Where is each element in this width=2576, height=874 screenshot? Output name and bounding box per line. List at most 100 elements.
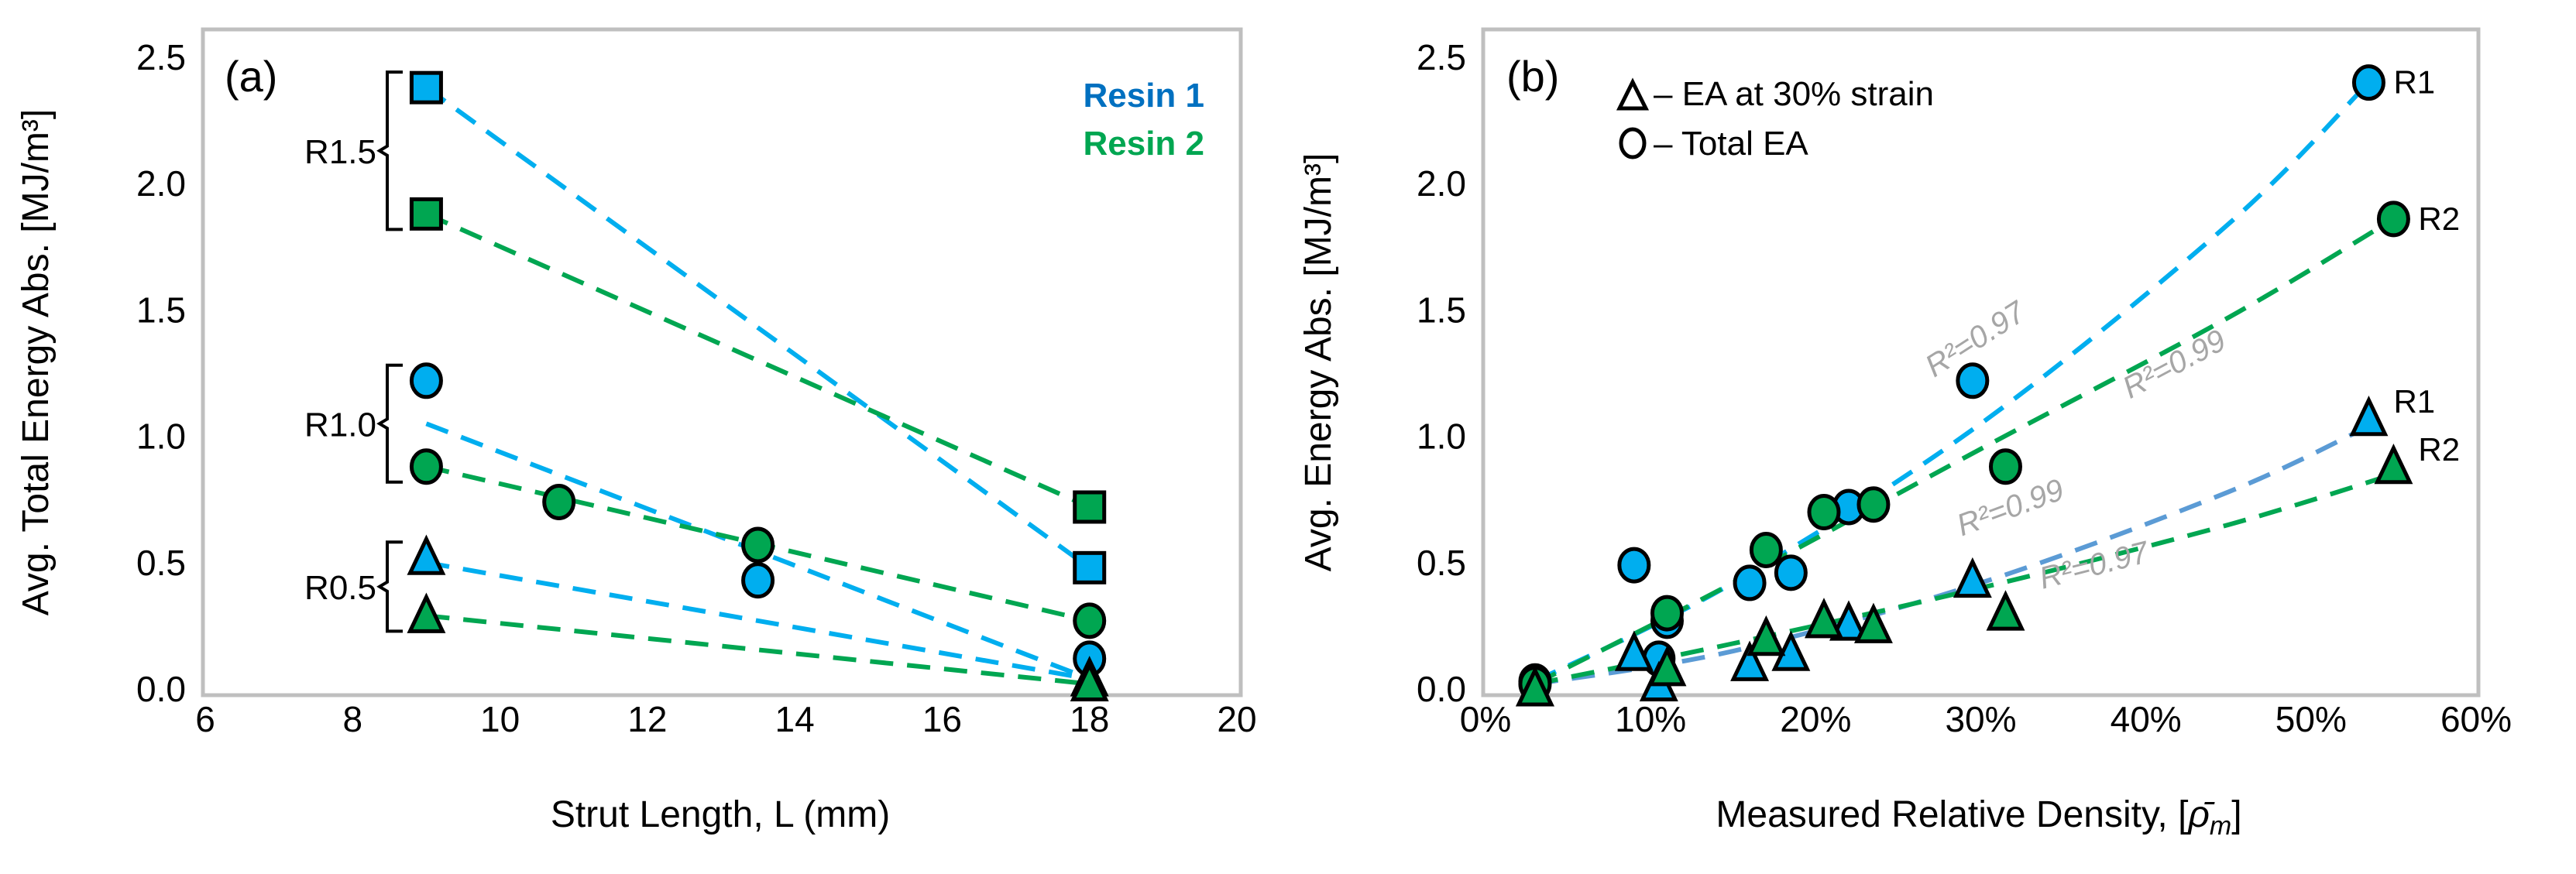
x-axis-label: Measured Relative Density, [ρ̄m] xyxy=(1716,794,2241,841)
y-tick-label: 0.0 xyxy=(136,669,186,709)
triangle-marker xyxy=(2374,443,2413,485)
x-tick-label: 8 xyxy=(342,699,362,739)
triangle-marker xyxy=(1805,598,1843,639)
group-brackets: R1.5 R1.0 R0.5 xyxy=(304,70,403,633)
triangle-marker xyxy=(1986,590,2025,631)
y-tick-label: 2.0 xyxy=(136,163,186,204)
data-points xyxy=(407,70,1109,701)
x-tick-label: 20 xyxy=(1217,699,1256,739)
x-tick-label: 0% xyxy=(1460,699,1511,739)
y-tick-label: 2.5 xyxy=(1417,37,1466,77)
y-axis-label: Avg. Total Energy Abs. [MJ/m³] xyxy=(15,109,57,616)
circle-marker xyxy=(2351,64,2385,101)
x-axis-label-sub: m xyxy=(2210,811,2231,841)
triangle-marker xyxy=(2349,395,2389,437)
x-axis-label: Strut Length, L (mm) xyxy=(551,794,890,835)
axis-ticks: 6 8 10 12 14 16 18 20 0.0 0.5 1.0 1.5 2.0 2.5 xyxy=(136,37,1257,739)
x-tick-label: 16 xyxy=(922,699,962,739)
legend-circle-icon xyxy=(1619,127,1647,159)
triangle-marker xyxy=(1070,660,1109,701)
data-points: R1 R2 R1 R2 xyxy=(1515,64,2460,707)
y-tick-label: 1.0 xyxy=(1417,416,1466,457)
x-tick-label: 30% xyxy=(1945,699,2016,739)
x-tick-label: 18 xyxy=(1070,699,1109,739)
circle-marker xyxy=(1956,362,1990,399)
x-tick-label: 50% xyxy=(2275,699,2347,739)
group-bracket xyxy=(376,363,403,484)
x-tick-label: 12 xyxy=(627,699,667,739)
legend-resin1: Resin 1 xyxy=(1083,77,1204,115)
legend-triangle-label: – EA at 30% strain xyxy=(1654,75,1934,113)
series-end-label: R1 xyxy=(2393,64,2435,101)
triangle-marker xyxy=(1614,630,1654,671)
y-tick-label: 1.5 xyxy=(136,290,186,330)
triangle-marker xyxy=(1953,557,1992,598)
trend-line xyxy=(426,613,1091,687)
trend-line xyxy=(425,560,1091,681)
x-tick-label: 6 xyxy=(195,699,215,739)
x-tick-label: 14 xyxy=(775,699,815,739)
circle-marker xyxy=(1650,595,1684,632)
triangle-marker xyxy=(1747,615,1786,656)
legend-resin2: Resin 2 xyxy=(1083,125,1204,163)
circle-marker xyxy=(542,483,576,520)
legend-triangle-icon xyxy=(1616,77,1650,111)
group-bracket xyxy=(376,540,403,633)
triangle-marker xyxy=(407,592,446,633)
square-marker xyxy=(1073,490,1107,524)
panel-b: (b) – EA at 30% strain – Total EA R²=0.9… xyxy=(1298,27,2512,841)
y-tick-label: 0.5 xyxy=(136,543,186,583)
x-tick-label: 60% xyxy=(2440,699,2512,739)
x-tick-label: 10 xyxy=(480,699,520,739)
legend: – EA at 30% strain – Total EA xyxy=(1616,75,1934,163)
panel-a-label: (a) xyxy=(225,52,277,101)
trend-line xyxy=(425,211,1091,509)
r-squared-label: R²=0.99 xyxy=(2117,323,2231,405)
circle-marker xyxy=(1807,494,1841,531)
series-end-label: R2 xyxy=(2418,201,2460,237)
circle-marker xyxy=(1073,602,1107,639)
x-tick-label: 20% xyxy=(1780,699,1851,739)
square-marker xyxy=(409,70,443,105)
legend-circle-label: – Total EA xyxy=(1654,125,1808,163)
y-tick-label: 2.0 xyxy=(1417,163,1466,204)
triangle-marker xyxy=(407,534,446,575)
group-label: R1.5 xyxy=(304,133,376,171)
panel-b-frame xyxy=(1481,27,2481,697)
circle-marker xyxy=(1749,531,1783,568)
circle-marker xyxy=(1856,486,1891,523)
circle-marker xyxy=(409,362,443,399)
group-label: R1.0 xyxy=(304,406,376,444)
y-tick-label: 0.0 xyxy=(1417,669,1466,709)
circle-marker xyxy=(1988,448,2022,485)
x-axis-label-end: ] xyxy=(2231,794,2241,835)
triangle-marker xyxy=(1853,602,1893,643)
trend-line xyxy=(424,85,1091,570)
x-tick-label: 40% xyxy=(2111,699,2182,739)
triangle-marker xyxy=(1647,646,1687,687)
group-label: R0.5 xyxy=(304,569,376,607)
triangle-marker xyxy=(1730,640,1770,681)
circle-marker xyxy=(409,448,443,485)
panel-a: (a) Resin 1 Resin 2 R1.5 R1.0 R0.5 6 8 10 12 1… xyxy=(15,27,1257,835)
circle-marker xyxy=(2376,201,2410,238)
y-tick-label: 1.0 xyxy=(136,416,186,457)
series-end-label: R1 xyxy=(2393,383,2435,420)
triangle-marker xyxy=(1515,666,1554,707)
y-tick-label: 2.5 xyxy=(136,37,186,77)
circle-marker xyxy=(1774,554,1808,591)
y-tick-label: 1.5 xyxy=(1417,290,1466,330)
circle-marker xyxy=(741,526,775,564)
circle-marker xyxy=(741,562,775,599)
triangle-marker xyxy=(1829,600,1868,641)
series-end-label: R2 xyxy=(2418,431,2460,468)
panel-b-label: (b) xyxy=(1506,52,1559,101)
axis-ticks: 0% 10% 20% 30% 40% 50% 60% 0.0 0.5 1.0 1.5 2.0 2.5 xyxy=(1417,37,2512,739)
panel-a-frame xyxy=(201,27,1243,697)
circle-marker xyxy=(1733,564,1767,602)
square-marker xyxy=(409,197,443,231)
square-marker xyxy=(1073,550,1107,584)
circle-marker xyxy=(1617,547,1651,584)
x-axis-label-text: Measured Relative Density, [ xyxy=(1716,794,2188,835)
